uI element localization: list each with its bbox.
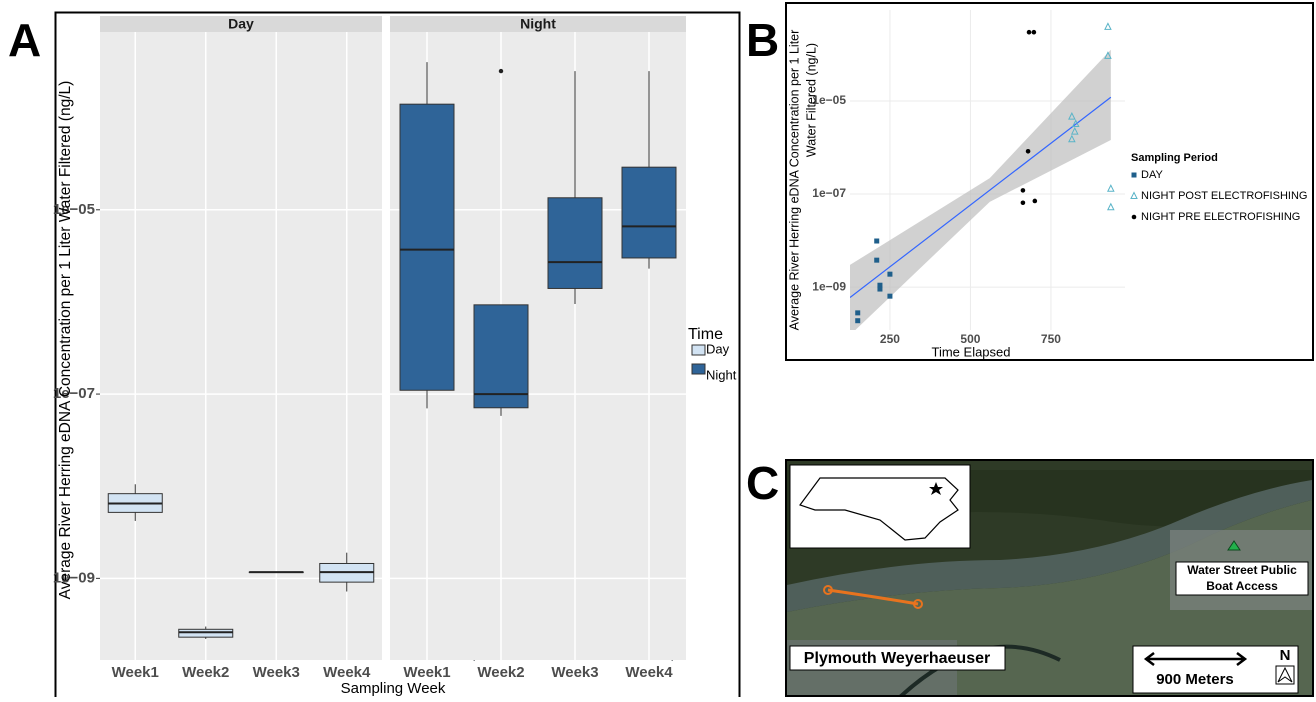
north-label: N [1280, 647, 1291, 664]
legend-key [1132, 215, 1137, 220]
figure: A B C Water Street Public Boat Access Pl… [0, 0, 1316, 697]
x-tick-label: Week1 [403, 664, 450, 681]
box [474, 305, 528, 408]
map-label: Water Street Public [1187, 563, 1297, 577]
outlier [499, 69, 503, 73]
y-axis-label: Water Filtered (ng/L) [804, 43, 818, 157]
confidence-band [850, 50, 1111, 335]
fit-line [850, 97, 1111, 297]
point [874, 239, 879, 244]
legend-key [692, 364, 705, 374]
point [1033, 199, 1038, 204]
legend-label: Day [706, 341, 730, 356]
box [622, 167, 676, 258]
strip-label: Night [520, 16, 556, 32]
legend-label: Night [706, 367, 737, 382]
x-axis-label: Sampling Week [341, 680, 446, 697]
legend-key [692, 345, 705, 355]
legend-label: DAY [1141, 169, 1163, 181]
legend-key [1131, 193, 1137, 199]
point [1108, 185, 1114, 191]
point [1026, 149, 1031, 154]
y-tick-label: 1e−07 [812, 186, 846, 200]
legend-label: NIGHT PRE ELECTROFISHING [1141, 211, 1300, 223]
map-label: Plymouth Weyerhaeuser [804, 650, 990, 667]
y-axis-label: Average River Herring eDNA Concentration… [787, 30, 801, 331]
panel-label: B [746, 14, 779, 66]
x-tick-label: Week4 [323, 664, 371, 681]
point [1021, 200, 1026, 205]
point [874, 258, 879, 263]
y-axis-label: Average River Herring eDNA Concentration… [57, 81, 74, 600]
map-label: Boat Access [1206, 579, 1278, 593]
legend-title: Sampling Period [1131, 152, 1218, 164]
point [1021, 188, 1026, 193]
point [1027, 30, 1032, 35]
box [548, 198, 602, 289]
point [887, 272, 892, 277]
legend-label: NIGHT POST ELECTROFISHING [1141, 190, 1307, 202]
x-tick-label: Week4 [625, 664, 673, 681]
point [887, 294, 892, 299]
x-tick-label: Week1 [112, 664, 159, 681]
panel-label: C [746, 457, 779, 509]
x-tick-label: Week2 [477, 664, 524, 681]
x-tick-label: Week3 [253, 664, 300, 681]
y-tick-label: 1e−09 [812, 279, 846, 293]
point [877, 287, 882, 292]
point [855, 310, 860, 315]
x-tick-label: Week2 [182, 664, 229, 681]
point [855, 318, 860, 323]
point [1108, 204, 1114, 210]
legend-key [1132, 173, 1137, 178]
point [1105, 23, 1111, 29]
strip-label: Day [228, 16, 254, 32]
x-axis-label: Time Elapsed [932, 344, 1011, 359]
scale-label: 900 Meters [1156, 671, 1234, 688]
point [1032, 30, 1037, 35]
x-tick-label: 750 [1041, 332, 1061, 346]
panel-label: A [8, 14, 41, 66]
x-tick-label: Week3 [551, 664, 598, 681]
x-tick-label: 250 [880, 332, 900, 346]
box [400, 104, 454, 390]
